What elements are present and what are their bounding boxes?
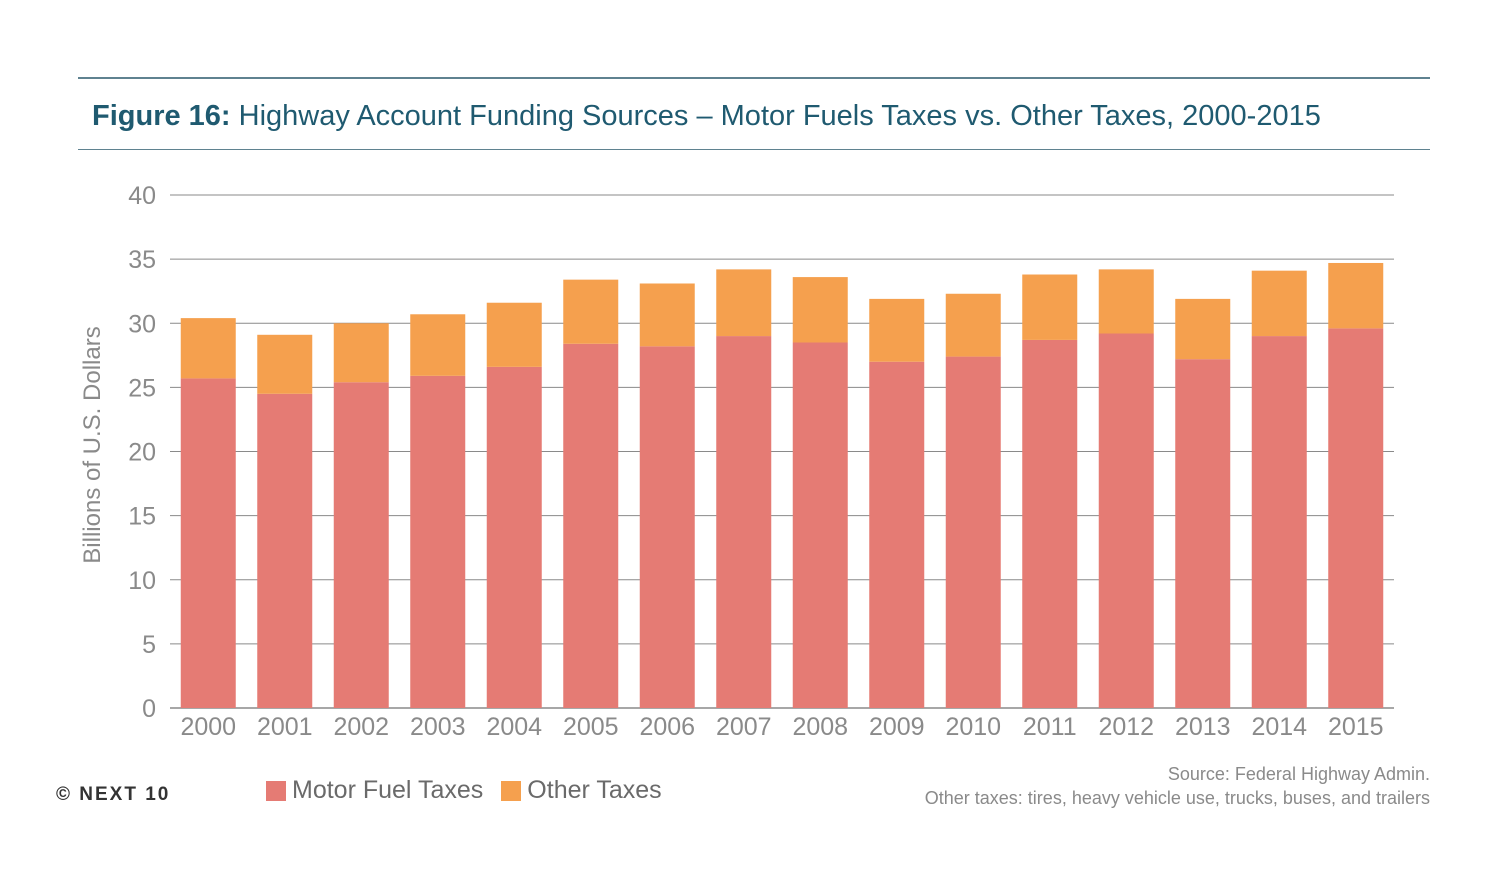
bars: [180, 262, 1384, 708]
bar-motor-fuel-2009: [869, 361, 925, 708]
legend-label-other: Other Taxes: [527, 776, 662, 804]
y-tick-label: 10: [128, 567, 156, 595]
legend-swatch-motor-fuel: [266, 780, 286, 801]
bar-other-2011: [1022, 274, 1078, 340]
figure-title: Figure 16: Highway Account Funding Sourc…: [92, 96, 1321, 136]
bar-motor-fuel-2013: [1175, 359, 1231, 708]
bar-motor-fuel-2003: [410, 375, 466, 708]
x-tick-label: 2009: [869, 713, 925, 741]
bar-motor-fuel-2014: [1251, 336, 1307, 708]
title-rule-top: [78, 77, 1430, 79]
copyright-text: © NEXT 10: [56, 784, 171, 805]
x-tick-label: 2008: [792, 713, 848, 741]
bar-other-2008: [792, 277, 848, 343]
bar-other-2007: [716, 269, 772, 337]
x-tick-label: 2005: [563, 713, 619, 741]
bar-motor-fuel-2010: [945, 356, 1001, 708]
bar-motor-fuel-2000: [180, 378, 236, 708]
y-tick-label: 20: [128, 439, 156, 467]
legend-swatch-other: [501, 780, 522, 801]
bar-other-2001: [257, 334, 313, 394]
y-tick-label: 0: [142, 695, 156, 723]
x-tick-labels: 2000 2001 2002 2003 2004 2005 2006 2007 2008 2009…: [180, 713, 1383, 741]
bar-other-2004: [486, 302, 542, 367]
x-tick-label: 2002: [333, 713, 389, 741]
bar-other-2015: [1328, 262, 1384, 329]
x-tick-label: 2000: [180, 713, 236, 741]
x-tick-label: 2003: [410, 713, 466, 741]
source-notes: Source: Federal Highway Admin. Other tax…: [925, 762, 1430, 810]
y-tick-labels: 0 5 10 15 20 25 30 35 40: [128, 182, 156, 723]
x-tick-label: 2004: [486, 713, 542, 741]
bar-other-2002: [333, 323, 389, 383]
bar-other-2010: [945, 293, 1001, 357]
legend: Motor Fuel Taxes Other Taxes: [266, 776, 680, 805]
y-tick-label: 25: [128, 374, 156, 402]
figure-title-text: Highway Account Funding Sources – Motor …: [238, 100, 1321, 132]
x-tick-label: 2001: [257, 713, 313, 741]
bar-motor-fuel-2004: [486, 366, 542, 708]
x-tick-label: 2012: [1098, 713, 1154, 741]
bar-motor-fuel-2006: [639, 346, 695, 708]
legend-item-motor-fuel: Motor Fuel Taxes: [266, 776, 483, 805]
bar-other-2012: [1098, 269, 1154, 334]
y-tick-label: 30: [128, 310, 156, 338]
bar-motor-fuel-2002: [333, 382, 389, 708]
y-tick-label: 40: [128, 182, 156, 210]
bar-motor-fuel-2008: [792, 342, 848, 708]
x-tick-label: 2006: [639, 713, 695, 741]
legend-item-other: Other Taxes: [501, 776, 662, 805]
x-tick-label: 2010: [945, 713, 1001, 741]
figure-title-lead: Figure 16:: [92, 100, 231, 132]
bar-motor-fuel-2001: [257, 393, 313, 708]
legend-label-motor-fuel: Motor Fuel Taxes: [292, 776, 484, 804]
source-text: Source: Federal Highway Admin.: [1167, 764, 1430, 784]
x-tick-label: 2013: [1175, 713, 1231, 741]
bar-motor-fuel-2011: [1022, 339, 1078, 708]
bar-other-2006: [639, 283, 695, 347]
bar-motor-fuel-2007: [716, 336, 772, 708]
bar-motor-fuel-2005: [563, 343, 619, 708]
y-tick-label: 5: [142, 631, 156, 659]
bar-other-2013: [1175, 298, 1231, 360]
title-rule-bottom: [78, 149, 1430, 150]
x-tick-label: 2007: [716, 713, 772, 741]
x-tick-label: 2014: [1251, 713, 1307, 741]
bar-motor-fuel-2015: [1328, 328, 1384, 708]
y-axis-label: Billions of U.S. Dollars: [79, 326, 106, 563]
y-tick-label: 15: [128, 503, 156, 531]
y-tick-label: 35: [128, 246, 156, 274]
bar-other-2005: [563, 279, 619, 344]
bar-other-2003: [410, 314, 466, 376]
bar-other-2014: [1251, 270, 1307, 337]
bar-motor-fuel-2012: [1098, 333, 1154, 708]
x-tick-label: 2011: [1023, 713, 1077, 741]
bar-other-2000: [180, 318, 236, 379]
other-taxes-note: Other taxes: tires, heavy vehicle use, t…: [924, 788, 1430, 808]
x-tick-label: 2015: [1328, 713, 1384, 741]
bar-other-2009: [869, 298, 925, 362]
